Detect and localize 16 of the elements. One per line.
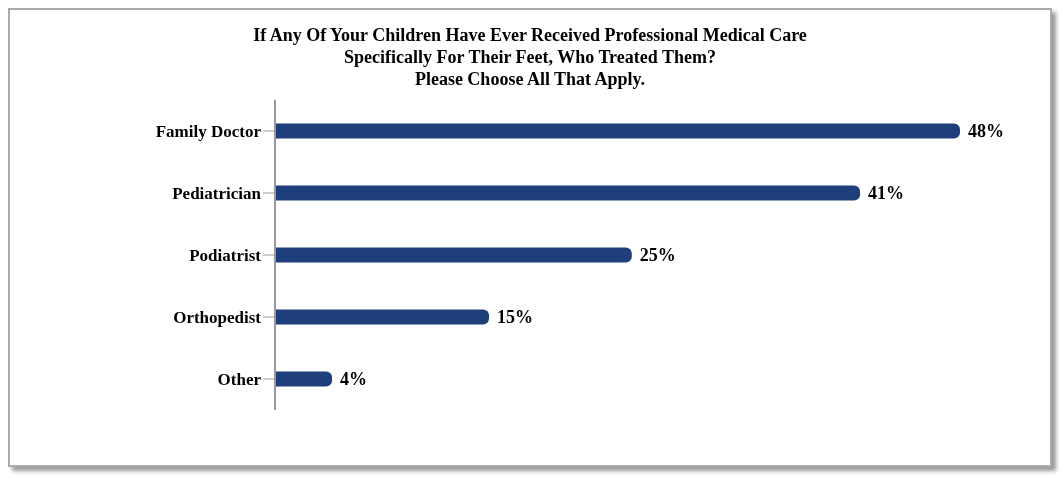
y-tick-label: Other	[217, 370, 262, 390]
y-tick-label: Family Doctor	[155, 122, 262, 142]
chart-title: If Any Of Your Children Have Ever Received Professional Medical Care Specifically For Their Feet, Who Treated Them? Please Choose All That Apply.	[252, 24, 808, 90]
data-label: 4%	[340, 369, 368, 390]
y-tick-label: Pediatrician	[172, 184, 262, 204]
y-tick-label: Podiatrist	[189, 246, 262, 266]
data-label: 48%	[968, 121, 1004, 142]
data-label: 41%	[868, 183, 905, 204]
bar	[275, 309, 490, 325]
bar	[275, 247, 632, 263]
bar	[275, 185, 861, 201]
data-label: 25%	[639, 245, 676, 266]
bar	[275, 123, 960, 139]
bar	[275, 371, 333, 387]
y-tick-label: Orthopedist	[173, 308, 262, 328]
data-label: 15%	[497, 307, 534, 328]
